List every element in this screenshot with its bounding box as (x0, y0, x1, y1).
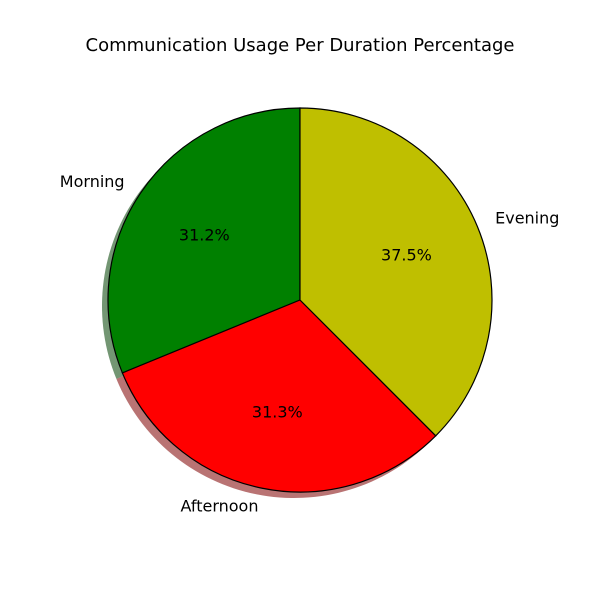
pct-label-morning: 31.2% (179, 225, 230, 244)
pct-label-evening: 37.5% (381, 245, 432, 264)
slice-label-afternoon: Afternoon (180, 497, 258, 516)
chart-title: Communication Usage Per Duration Percent… (85, 35, 515, 56)
slice-label-morning: Morning (60, 172, 125, 191)
slice-evening (299, 107, 493, 437)
label-layer: Morning 31.2% Afternoon 31.3% Evening 37.5% (60, 172, 560, 516)
slice-morning (107, 107, 301, 374)
slice-label-evening: Evening (495, 209, 559, 228)
slice-layer (107, 107, 493, 493)
slice-afternoon (121, 299, 437, 493)
pct-label-afternoon: 31.3% (252, 402, 303, 421)
